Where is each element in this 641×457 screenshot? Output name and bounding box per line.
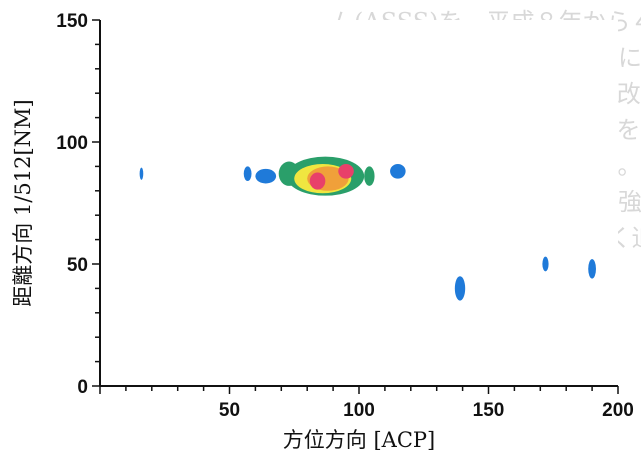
y-tick-label: 150 <box>56 11 88 32</box>
x-tick-label: 50 <box>219 400 240 421</box>
y-tick-label: 0 <box>77 377 88 398</box>
plot-area-background <box>100 20 618 386</box>
x-tick-label: 200 <box>602 400 634 421</box>
x-tick-label: 150 <box>473 400 505 421</box>
x-tick-label: 100 <box>343 400 375 421</box>
axes: 50 100 150 200 0 50 100 150 <box>56 11 634 421</box>
heatmap-blob <box>542 256 549 272</box>
heatmap-blob <box>309 172 326 190</box>
x-axis-label: 方位方向 [ACP] <box>283 428 435 452</box>
heatmap-blob <box>454 276 466 301</box>
heatmap-blob <box>364 166 375 186</box>
heatmap-blobs <box>139 156 596 301</box>
y-tick-label: 100 <box>56 133 88 154</box>
y-tick-label: 50 <box>67 255 88 276</box>
heatmap-blob <box>588 259 596 279</box>
heatmap-blob <box>243 166 252 182</box>
y-axis-label: 距離方向 1/512[NM] <box>11 99 35 306</box>
heatmap-blob <box>255 168 277 184</box>
heatmap-blob <box>338 163 354 179</box>
heatmap-blob <box>139 167 144 180</box>
heatmap-blob <box>390 163 406 179</box>
